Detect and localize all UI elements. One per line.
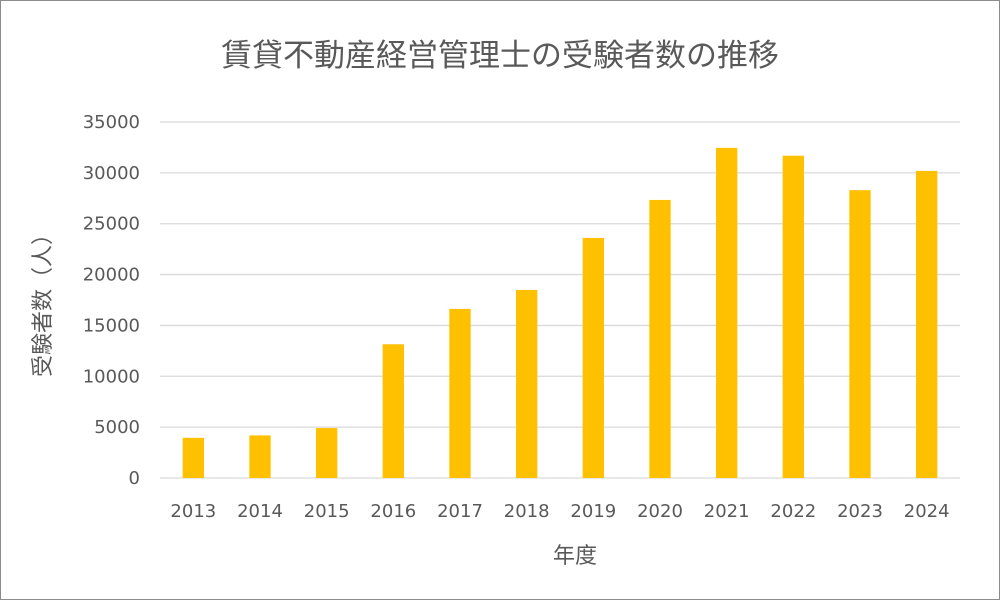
bar-2015 [316,428,338,478]
y-tick-label: 0 [129,468,140,489]
x-tick-label: 2015 [304,501,350,522]
bar-2023 [849,190,871,478]
x-tick-label: 2014 [237,501,283,522]
bar-2014 [249,435,271,478]
y-tick-label: 15000 [83,315,140,336]
y-tick-label: 10000 [83,366,140,387]
chart-title: 賃貸不動産経営管理士の受験者数の推移 [221,38,779,74]
x-tick-label: 2018 [504,501,550,522]
y-tick-label: 20000 [83,265,140,286]
bar-2022 [782,155,804,478]
y-tick-label: 25000 [83,214,140,235]
bar-2024 [916,170,938,478]
bar-2021 [716,147,738,479]
y-tick-label: 35000 [83,112,140,133]
bar-2018 [516,289,538,478]
x-tick-label: 2023 [837,501,883,522]
x-tick-label: 2021 [704,501,750,522]
y-tick-label: 5000 [94,417,140,438]
x-tick-label: 2024 [904,501,950,522]
x-tick-label: 2022 [770,501,816,522]
x-tick-label: 2016 [370,501,416,522]
x-axis-ticks: 2013 2014 2015 2016 2017 2018 2019 2020 2021 2022… [170,501,949,522]
bar-2019 [582,237,604,478]
x-tick-label: 2017 [437,501,483,522]
bar-2016 [382,344,404,478]
bar-2017 [449,308,471,478]
bars [182,147,938,479]
bar-2013 [182,437,204,478]
x-tick-label: 2019 [570,501,616,522]
y-tick-label: 30000 [83,163,140,184]
gridlines [160,121,960,479]
x-axis-title: 年度 [553,544,597,569]
y-axis-title: 受験者数（人） [31,223,56,377]
y-axis-ticks: 0 5000 10000 15000 20000 25000 30000 35000 [83,112,140,489]
bar-2020 [649,199,671,479]
x-tick-label: 2020 [637,501,683,522]
x-tick-label: 2013 [170,501,216,522]
